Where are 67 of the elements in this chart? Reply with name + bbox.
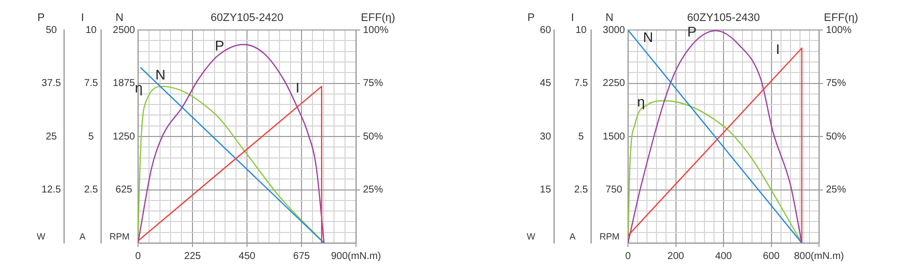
x-tick-label: 400 xyxy=(715,250,732,262)
y-axis-title: N xyxy=(116,12,124,24)
y2-tick-label: 75% xyxy=(363,78,384,89)
y-tick-label: 2500 xyxy=(112,24,136,36)
series-label: I xyxy=(776,40,780,57)
x-tick-label: 675 xyxy=(293,250,310,262)
series-label: P xyxy=(214,37,224,54)
text: RPM xyxy=(110,231,130,242)
y-tick-label: 1500 xyxy=(602,131,626,142)
y-tick-label: 5 xyxy=(88,131,94,142)
x-tick-label: 225 xyxy=(184,250,202,262)
series-label: η xyxy=(637,94,645,110)
y-tick-label: 7.5 xyxy=(574,78,588,89)
y3-tick-label: 37.5 xyxy=(42,78,62,89)
y-tick-label: 750 xyxy=(606,184,623,196)
series-label: P xyxy=(687,24,697,40)
x-tick-label: 450 xyxy=(238,250,256,262)
y-tick-label: 5 xyxy=(578,131,584,142)
series-label: N xyxy=(155,66,166,82)
y-tick-label: 10 xyxy=(85,24,98,36)
y3-tick-label: 25 xyxy=(46,131,58,142)
y2-axis-title: EFF(η) xyxy=(824,12,858,24)
y2-tick-label: 50% xyxy=(363,131,384,142)
y-tick-label: 7.5 xyxy=(84,78,98,89)
y3-axis-title: P xyxy=(527,12,535,24)
series-label: η xyxy=(134,79,143,96)
y-axis-title: I xyxy=(80,12,84,24)
text: W xyxy=(526,231,536,242)
x-tick-label: 0 xyxy=(135,250,142,262)
y2-tick-label: 100% xyxy=(363,24,389,36)
y3-tick-label: 30 xyxy=(540,131,552,142)
y-tick-label: 3000 xyxy=(602,24,626,36)
chart-title: 60ZY105-2420 xyxy=(210,12,284,24)
y2-axis-title: EFF(η) xyxy=(360,12,396,24)
y-tick-label: 1250 xyxy=(112,131,136,142)
x-tick-label: 800(mN.m) xyxy=(794,250,844,262)
y2-tick-label: 50% xyxy=(826,131,846,142)
y2-tick-label: 25% xyxy=(363,184,384,196)
y3-tick-label: 12.5 xyxy=(42,184,62,196)
y3-axis-title: P xyxy=(37,12,45,24)
y2-tick-label: 75% xyxy=(826,78,846,89)
series-label: I xyxy=(296,79,300,96)
text: W xyxy=(36,231,46,242)
x-tick-label: 900(mN.m) xyxy=(330,250,382,262)
y-tick-label: 2250 xyxy=(602,78,626,89)
y-tick-label: 2.5 xyxy=(84,184,98,196)
x-tick-label: 200 xyxy=(667,250,685,262)
y2-tick-label: 100% xyxy=(826,24,852,36)
chart-title: 60ZY105-2430 xyxy=(687,12,760,24)
text: RPM xyxy=(600,231,620,242)
y3-tick-label: 15 xyxy=(540,184,552,196)
x-tick-label: 0 xyxy=(625,250,632,262)
x-tick-label: 600 xyxy=(762,250,780,262)
text: A xyxy=(569,231,576,242)
y-tick-label: 1875 xyxy=(112,78,136,89)
y-tick-label: 10 xyxy=(575,24,588,36)
series-label: N xyxy=(642,28,654,45)
y-tick-label: 625 xyxy=(116,184,133,196)
y3-tick-label: 60 xyxy=(540,24,552,36)
text: A xyxy=(79,231,86,242)
y2-tick-label: 25% xyxy=(826,184,846,196)
y-tick-label: 2.5 xyxy=(574,184,588,196)
y3-tick-label: 50 xyxy=(46,24,58,36)
line-series xyxy=(628,100,802,243)
y3-tick-label: 45 xyxy=(540,78,552,89)
y-axis-title: N xyxy=(606,12,614,24)
y-axis-title: I xyxy=(570,12,574,24)
